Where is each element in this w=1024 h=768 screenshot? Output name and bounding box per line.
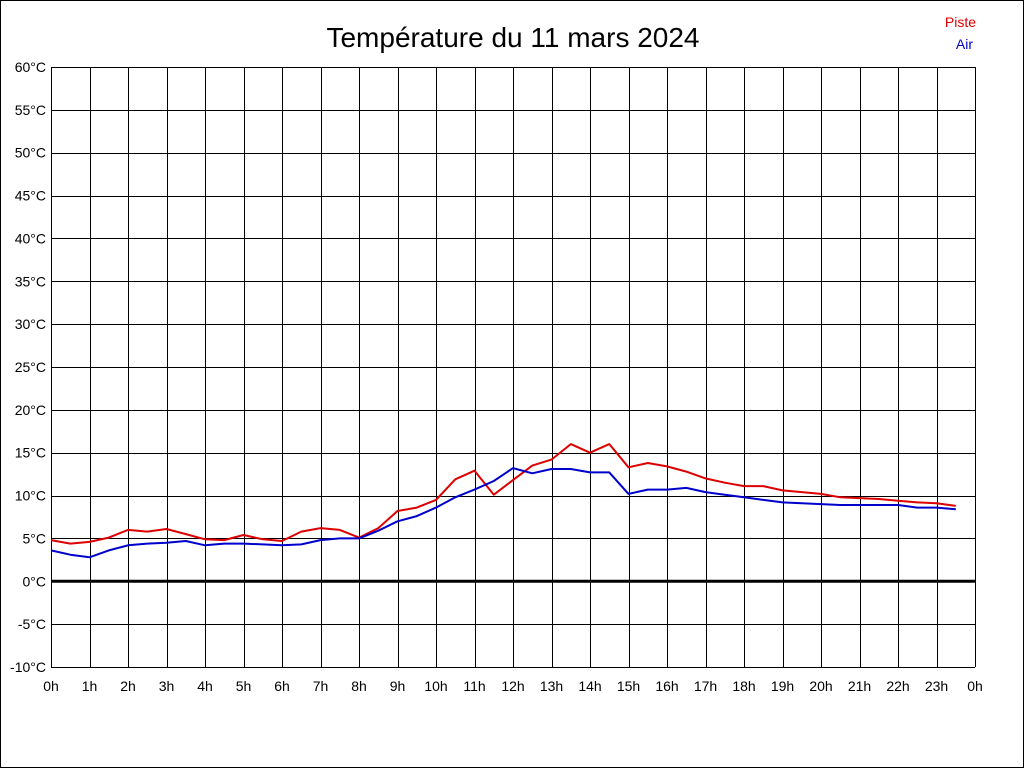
y-tick-label: -10°C xyxy=(10,659,46,675)
y-tick-label: 40°C xyxy=(15,230,46,246)
chart-title: Température du 11 mars 2024 xyxy=(326,22,699,53)
x-tick-label: 22h xyxy=(886,678,909,694)
y-tick-label: 35°C xyxy=(15,273,46,289)
y-tick-label: 5°C xyxy=(23,530,47,546)
y-tick-label: 45°C xyxy=(15,188,46,204)
x-tick-label: 3h xyxy=(159,678,175,694)
x-tick-label: 15h xyxy=(617,678,640,694)
y-tick-label: 30°C xyxy=(15,316,46,332)
y-tick-label: 0°C xyxy=(23,573,47,589)
x-tick-label: 14h xyxy=(578,678,601,694)
y-tick-label: 55°C xyxy=(15,102,46,118)
y-tick-label: 50°C xyxy=(15,145,46,161)
x-tick-label: 0h xyxy=(967,678,983,694)
x-tick-label: 13h xyxy=(540,678,563,694)
x-tick-label: 20h xyxy=(809,678,832,694)
y-tick-label: 25°C xyxy=(15,359,46,375)
y-tick-label: 60°C xyxy=(15,59,46,75)
y-axis-tick-labels: 60°C 55°C 50°C 45°C 40°C 35°C 30°C 25°C 20°C 15°C… xyxy=(10,59,46,675)
x-tick-label: 17h xyxy=(694,678,717,694)
legend-entry-air: Air xyxy=(956,36,973,52)
x-tick-label: 12h xyxy=(501,678,524,694)
x-tick-label: 16h xyxy=(655,678,678,694)
x-tick-label: 11h xyxy=(463,678,485,694)
x-tick-label: 0h xyxy=(43,678,59,694)
x-tick-label: 9h xyxy=(390,678,406,694)
legend: Piste Air xyxy=(945,14,976,52)
x-tick-label: 23h xyxy=(925,678,948,694)
legend-entry-piste: Piste xyxy=(945,14,976,30)
x-tick-label: 1h xyxy=(82,678,98,694)
y-tick-label: 15°C xyxy=(15,445,46,461)
x-tick-label: 2h xyxy=(120,678,136,694)
x-tick-label: 6h xyxy=(274,678,290,694)
x-tick-label: 18h xyxy=(732,678,755,694)
series-line-air xyxy=(50,467,956,559)
x-axis-tick-labels: 0h 1h 2h 3h 4h 5h 6h 7h 8h 9h 10h 11h 12h 13h 14h 15h 16… xyxy=(43,678,983,694)
series-line-piste xyxy=(50,443,956,545)
x-tick-label: 21h xyxy=(848,678,871,694)
x-tick-label: 8h xyxy=(351,678,367,694)
x-tick-label: 4h xyxy=(197,678,213,694)
y-tick-label: -5°C xyxy=(18,616,46,632)
x-tick-label: 5h xyxy=(236,678,252,694)
y-tick-label: 20°C xyxy=(15,402,46,418)
y-tick-label: 10°C xyxy=(15,488,46,504)
x-tick-label: 10h xyxy=(424,678,447,694)
data-series xyxy=(50,443,956,559)
x-tick-label: 7h xyxy=(313,678,329,694)
x-tick-label: 19h xyxy=(771,678,794,694)
grid-lines xyxy=(51,67,976,668)
